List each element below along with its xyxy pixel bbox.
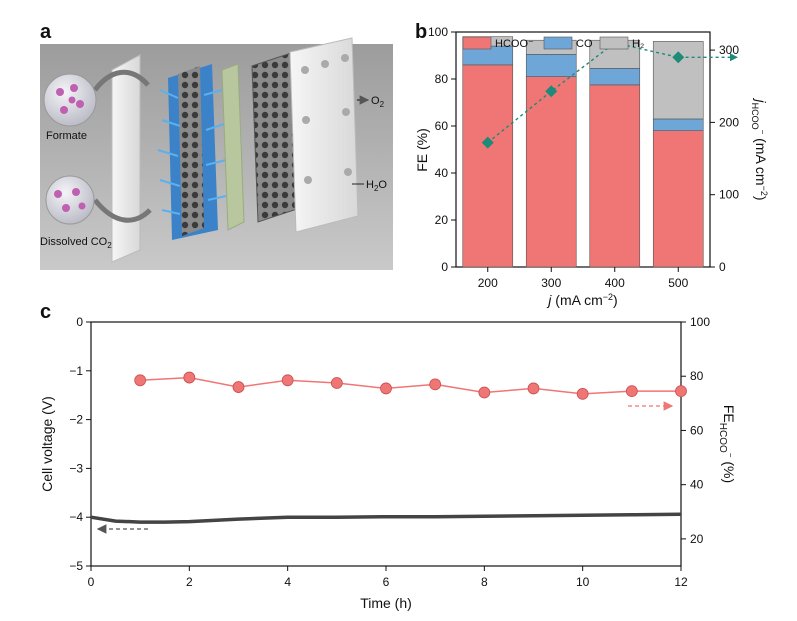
y2-tick-label-c: 20	[690, 532, 704, 546]
formate-molecule-sphere	[43, 73, 97, 127]
x-tick-label-b: 200	[478, 276, 498, 290]
flow-plate-left	[111, 54, 141, 263]
y-tick-label-c: −5	[69, 559, 83, 573]
y2-tick-label-c: 100	[690, 315, 710, 329]
fe-hcoo-point-12	[675, 385, 687, 398]
fe-hcoo-point-8	[478, 386, 491, 399]
legend-label-h2: H₂	[632, 38, 644, 50]
y-tick-label-c: −1	[69, 364, 83, 378]
fe-hcoo-point-1	[134, 374, 147, 387]
y2-tick-label-b: 300	[719, 43, 739, 57]
panel-c-chart: c 0 2 4 6 8 10 12 0 −1 −2 −3 −4 −5 20 40 60 80 100 Cell v…	[39, 301, 737, 611]
bar-hcoo-300	[525, 76, 577, 268]
panel-b-chart: b 200 300 400 500 0 20 40 60 80 100 0 100 200 300 HCO…	[414, 21, 769, 308]
y2-axis-title-b: jHCOO− (mA cm−2)	[750, 97, 769, 200]
x-tick-label-c: 6	[383, 575, 390, 589]
x-tick-label-c: 12	[674, 575, 688, 589]
legend-swatch-co	[543, 36, 573, 50]
fe-hcoo-line	[140, 376, 681, 395]
legend-label-co: CO	[576, 38, 593, 50]
x-tick-label-b: 500	[668, 276, 688, 290]
x-tick-label-b: 300	[541, 276, 561, 290]
fe-hcoo-point-11	[625, 385, 638, 398]
fe-hcoo-point-2	[183, 371, 196, 384]
x-axis-title-c: Time (h)	[360, 595, 412, 611]
x-tick-label-c: 4	[284, 575, 291, 589]
fe-hcoo-point-6	[380, 382, 392, 395]
bar-hcoo-400	[589, 84, 641, 268]
y2-axis-title-c: FEHCOO− (%)	[717, 405, 737, 483]
jhcoo-point-300	[545, 85, 558, 98]
panel-a: a	[40, 21, 393, 270]
x-tick-label-c: 2	[186, 575, 193, 589]
fe-hcoo-point-3	[232, 381, 245, 393]
fe-hcoo-point-4	[281, 374, 294, 387]
jhcoo-axis-arrow	[730, 53, 738, 62]
y2-tick-label-b: 200	[719, 115, 739, 129]
bar-co-500	[652, 118, 704, 131]
y2-tick-label-b: 100	[719, 188, 739, 202]
x-tick-label-b: 400	[605, 276, 625, 290]
co2-flow-arrow	[93, 198, 152, 223]
x-tick-label-c: 10	[576, 575, 590, 589]
y-tick-label-b: 80	[435, 72, 449, 86]
fe-hcoo-point-9	[527, 382, 540, 395]
legend-swatch-hcoo	[462, 36, 492, 50]
cathode-electrode	[157, 64, 227, 240]
y2-tick-label-b: 0	[719, 260, 726, 274]
fe-hcoo-point-10	[576, 387, 589, 400]
y-tick-label-b: 100	[428, 25, 448, 39]
panel-letter-a: a	[40, 21, 52, 43]
y-axis-title-b: FE (%)	[414, 128, 430, 172]
jhcoo-point-500	[672, 51, 685, 64]
panel-letter-b: b	[415, 21, 427, 43]
y2-tick-label-c: 80	[690, 369, 704, 383]
panel-letter-c: c	[40, 301, 51, 323]
y-tick-label-b: 40	[435, 166, 449, 180]
y-tick-label-c: −3	[69, 461, 83, 475]
y-tick-label-c: −2	[69, 413, 83, 427]
legend-label-hcoo: HCOO⁻	[495, 38, 534, 50]
co2-molecule-sphere	[45, 175, 95, 225]
membrane	[221, 63, 245, 231]
plot-frame-b	[455, 31, 711, 268]
fe-hcoo-point-7	[429, 378, 442, 391]
cell-voltage-trace	[90, 512, 682, 524]
x-tick-label-c: 0	[88, 575, 95, 589]
label-formate: Formate	[46, 130, 87, 142]
label-o2: O2	[371, 95, 385, 109]
y-tick-label-b: 20	[435, 213, 449, 227]
bar-hcoo-500	[652, 130, 704, 268]
bar-co-300	[525, 54, 577, 77]
jhcoo-point-200	[481, 136, 494, 149]
fe-hcoo-point-5	[330, 377, 343, 389]
y-tick-label-c: −4	[69, 510, 83, 524]
label-h2o: H2O	[366, 179, 387, 193]
y-axis-title-c: Cell voltage (V)	[39, 396, 55, 492]
bar-hcoo-200	[462, 64, 514, 268]
legend-swatch-h2	[599, 36, 629, 50]
y-tick-label-b: 60	[435, 119, 449, 133]
x-axis-title-b: j (mA cm−2)	[546, 292, 617, 308]
bar-co-400	[589, 68, 641, 86]
formate-flow-arrow	[93, 69, 150, 92]
label-dissolved-co2: Dissolved CO2	[40, 236, 112, 250]
x-tick-label-c: 8	[481, 575, 488, 589]
jhcoo-dashed-line	[487, 42, 732, 144]
legend-b: HCOO⁻ CO H₂	[462, 36, 644, 50]
y2-tick-label-c: 60	[690, 423, 704, 437]
y-tick-label-c: 0	[76, 315, 83, 329]
y2-tick-label-c: 40	[690, 478, 704, 492]
y-tick-label-b: 0	[441, 260, 448, 274]
plot-frame-c	[90, 321, 682, 567]
